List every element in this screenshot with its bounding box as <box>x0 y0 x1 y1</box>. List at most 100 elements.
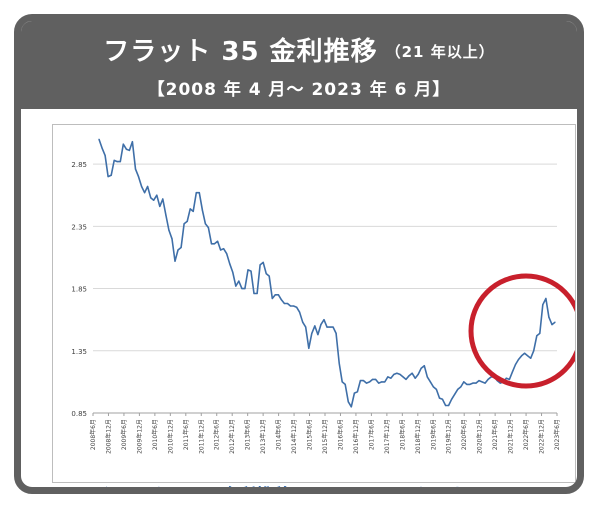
data-point <box>296 306 298 308</box>
data-point <box>548 316 550 318</box>
data-point <box>110 174 112 176</box>
data-point <box>375 378 377 380</box>
data-point <box>320 324 322 326</box>
x-tick-label: 2009年6月 <box>120 419 128 450</box>
data-point <box>180 246 182 249</box>
data-point <box>511 371 514 373</box>
data-point <box>472 382 474 384</box>
data-point <box>554 321 556 323</box>
data-point <box>159 205 161 208</box>
data-point <box>277 294 279 296</box>
x-tick-label: 2008年6月 <box>89 419 97 450</box>
chart-title-main: フラット 35 金利推移 <box>103 37 378 67</box>
data-point <box>326 326 328 328</box>
data-point <box>484 382 486 384</box>
data-point <box>147 185 149 188</box>
data-point <box>438 397 441 399</box>
data-point <box>271 297 273 300</box>
data-point <box>527 355 529 357</box>
x-tick-label: 2014年6月 <box>275 419 283 450</box>
x-tick-label: 2023年6月 <box>553 419 561 450</box>
data-point <box>247 269 249 271</box>
data-point <box>356 391 358 393</box>
x-tick-label: 2020年6月 <box>460 419 468 450</box>
x-tick-label: 2021年6月 <box>491 419 499 450</box>
data-point <box>542 304 544 306</box>
data-point <box>454 393 456 395</box>
x-tick-label: 2012年12月 <box>228 419 236 454</box>
data-point <box>268 275 270 277</box>
data-point <box>517 358 520 361</box>
data-point <box>116 161 118 163</box>
data-point <box>414 377 416 379</box>
x-tick-label: 2008年12月 <box>104 419 112 454</box>
x-tick-label: 2017年6月 <box>367 419 375 450</box>
data-point <box>274 294 276 296</box>
data-point <box>396 372 398 374</box>
data-point <box>302 321 304 323</box>
chart-title: フラット 35 金利推移 （21 年以上） <box>21 31 577 68</box>
data-point <box>213 243 216 245</box>
x-tick-label: 2011年6月 <box>182 419 190 450</box>
data-point <box>280 299 282 301</box>
x-tick-label: 2015年12月 <box>321 419 329 454</box>
data-point <box>408 375 410 377</box>
data-point <box>429 381 431 383</box>
data-point <box>262 261 264 264</box>
data-point <box>168 229 170 231</box>
data-point <box>444 404 447 407</box>
data-point <box>183 223 185 225</box>
data-point <box>524 352 526 354</box>
highlight-circle <box>468 273 577 389</box>
data-point <box>292 305 295 307</box>
data-point <box>207 226 210 229</box>
data-point <box>314 325 316 327</box>
data-point <box>499 382 501 384</box>
data-point <box>305 326 307 328</box>
data-point <box>460 386 462 388</box>
y-tick-label: 1.85 <box>71 286 87 294</box>
data-point <box>104 154 106 156</box>
data-point <box>216 240 219 242</box>
data-point <box>317 334 319 336</box>
data-point <box>150 197 152 199</box>
data-point <box>372 378 374 380</box>
data-point <box>265 273 267 275</box>
data-point <box>171 238 173 240</box>
data-point <box>536 335 538 337</box>
data-point <box>140 185 143 188</box>
data-point <box>378 382 380 384</box>
data-point <box>347 401 349 403</box>
data-point <box>475 382 477 384</box>
x-tick-label: 2018年6月 <box>398 419 406 450</box>
data-point <box>259 264 261 266</box>
y-tick-label: 2.35 <box>71 223 87 231</box>
data-point <box>487 378 489 380</box>
data-point <box>341 381 343 383</box>
data-point <box>469 383 471 385</box>
x-tick-label: 2010年6月 <box>151 419 159 450</box>
data-point <box>423 365 425 367</box>
x-tick-label: 2009年12月 <box>135 419 143 454</box>
data-point <box>478 380 480 382</box>
data-point <box>195 192 197 194</box>
link-text[interactable]: クリックすると金利推移のページへリンクします。 <box>21 481 577 487</box>
x-tick-label: 2016年12月 <box>352 419 360 454</box>
data-point <box>432 386 434 388</box>
x-tick-label: 2022年6月 <box>522 419 530 450</box>
x-tick-label: 2015年6月 <box>306 419 314 450</box>
x-tick-label: 2010年12月 <box>166 419 174 454</box>
data-point <box>323 319 325 321</box>
chart-card[interactable]: フラット 35 金利推移 （21 年以上） 【2008 年 4 月～ 2023 年… <box>14 14 584 494</box>
data-point <box>122 143 124 145</box>
data-point <box>435 388 438 390</box>
chart-period: 【2008 年 4 月～ 2023 年 6 月】 <box>147 80 451 100</box>
data-point <box>545 297 547 300</box>
data-point <box>514 363 517 366</box>
x-tick-label: 2016年6月 <box>336 419 344 450</box>
data-point <box>235 285 237 287</box>
x-tick-label: 2013年6月 <box>244 419 252 450</box>
chart-title-suffix: （21 年以上） <box>385 43 495 61</box>
data-point <box>344 383 346 385</box>
data-point <box>466 383 468 385</box>
